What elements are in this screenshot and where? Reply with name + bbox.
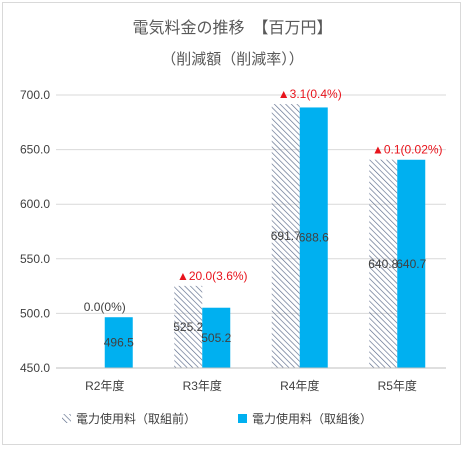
x-tick-label: R2年度 xyxy=(85,378,124,393)
x-tick-label: R4年度 xyxy=(280,378,319,393)
legend-swatch-before xyxy=(62,414,71,423)
chart-subtitle: （削減額（削減率）） xyxy=(161,50,304,68)
chart-title: 電気料金の推移 【百万円】 xyxy=(132,18,333,37)
bar-before xyxy=(174,285,203,368)
data-label-after: 688.6 xyxy=(299,231,329,245)
y-tick-label: 500.0 xyxy=(20,306,50,320)
legend: 電力使用料（取組前） 電力使用料（取組後） xyxy=(62,411,372,426)
y-tick-label: 600.0 xyxy=(20,197,50,211)
y-tick-label: 700.0 xyxy=(20,88,50,102)
data-label-after: 640.7 xyxy=(396,257,426,271)
y-axis: 450.0 500.0 550.0 600.0 650.0 700.0 xyxy=(20,88,50,375)
x-tick-label: R5年度 xyxy=(378,378,417,393)
data-label-after: 505.2 xyxy=(201,331,231,345)
y-tick-label: 450.0 xyxy=(20,361,50,375)
data-label-before: 640.8 xyxy=(368,257,398,271)
legend-label-after: 電力使用料（取組後） xyxy=(252,411,372,426)
x-axis: R2年度 R3年度 R4年度 R5年度 xyxy=(56,367,446,393)
legend-swatch-after xyxy=(238,414,247,423)
bar-before xyxy=(271,104,300,368)
x-tick-label: R3年度 xyxy=(183,378,222,393)
reduction-label: ▲3.1(0.4%) xyxy=(278,87,342,101)
bar-after xyxy=(202,307,231,368)
y-tick-label: 550.0 xyxy=(20,252,50,266)
bar-after xyxy=(397,159,426,368)
reduction-label: 0.0(0%) xyxy=(84,300,126,314)
legend-label-before: 電力使用料（取組前） xyxy=(76,411,196,426)
data-label-after: 496.5 xyxy=(104,336,134,350)
reduction-label: ▲20.0(3.6%) xyxy=(177,269,248,283)
bar-before xyxy=(369,159,398,368)
data-label-before: 525.2 xyxy=(173,320,203,334)
bar-after xyxy=(299,107,328,369)
bar-after xyxy=(104,317,133,368)
data-label-before: 691.7 xyxy=(271,229,301,243)
reduction-label: ▲0.1(0.02%) xyxy=(372,143,443,157)
y-tick-label: 650.0 xyxy=(20,143,50,157)
